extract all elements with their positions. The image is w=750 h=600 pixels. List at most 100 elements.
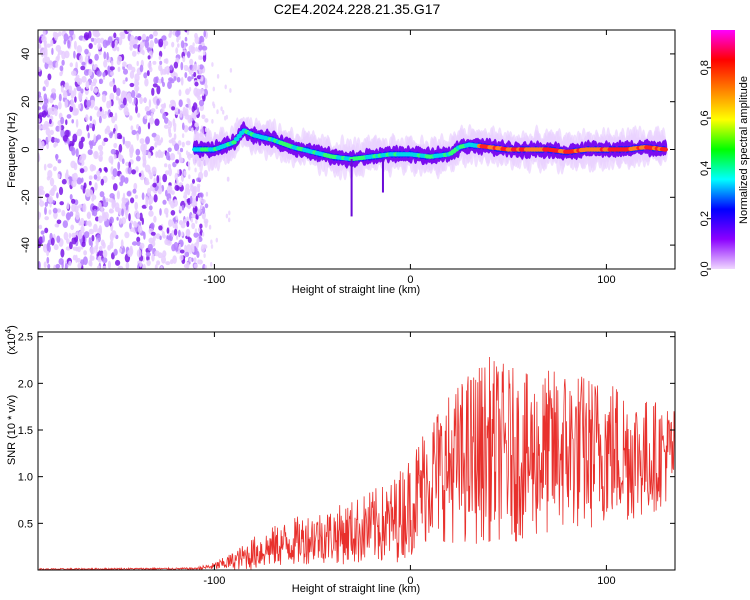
noise-blob — [141, 192, 145, 200]
noise-blob — [168, 167, 173, 177]
noise-blob — [118, 36, 123, 46]
noise-blob — [149, 117, 155, 125]
noise-blob — [44, 201, 48, 207]
noise-blob — [145, 198, 149, 208]
noise-blob — [187, 114, 193, 124]
noise-blob — [185, 140, 191, 146]
noise-blob — [164, 207, 169, 215]
noise-blob — [91, 99, 95, 108]
noise-blob — [45, 193, 50, 198]
noise-blob — [109, 66, 115, 71]
noise-blob — [116, 87, 121, 97]
noise-blob — [200, 75, 204, 82]
noise-blob — [177, 108, 181, 115]
noise-blob — [199, 80, 205, 85]
noise-blob — [86, 211, 92, 220]
noise-blob — [80, 184, 84, 190]
noise-blob — [44, 227, 49, 234]
noise-blob — [152, 60, 157, 65]
noise-blob — [96, 175, 101, 181]
noise-blob — [178, 243, 181, 249]
noise-blob — [129, 70, 135, 79]
noise-blob — [161, 35, 167, 41]
noise-blob — [81, 177, 84, 183]
noise-blob — [49, 177, 55, 187]
noise-blob — [127, 141, 131, 148]
noise-blob — [186, 261, 190, 269]
noise-blob — [93, 174, 98, 180]
noise-blob — [171, 230, 175, 237]
noise-blob — [109, 111, 114, 118]
noise-blob — [104, 167, 108, 173]
noise-blob — [102, 249, 108, 258]
noise-blob — [115, 259, 121, 266]
noise-blob — [162, 112, 167, 120]
noise-blob — [128, 213, 131, 222]
noise-blob — [69, 176, 72, 186]
noise-blob — [170, 79, 175, 84]
noise-blob — [80, 88, 84, 94]
noise-blob — [125, 202, 129, 211]
noise-blob — [188, 86, 192, 92]
noise-blob — [139, 44, 144, 54]
noise-blob — [59, 71, 63, 77]
noise-blob — [182, 55, 186, 63]
noise-blob — [111, 40, 115, 49]
noise-blob — [88, 68, 93, 77]
noise-blob — [47, 163, 53, 169]
noise-blob — [151, 108, 156, 113]
noise-blob — [112, 168, 118, 178]
noise-blob — [38, 185, 44, 191]
noise-blob — [197, 185, 201, 193]
noise-blob — [47, 73, 52, 81]
noise-blob — [57, 173, 61, 179]
noise-blob — [116, 190, 120, 200]
noise-blob — [186, 220, 190, 228]
noise-blob — [122, 158, 125, 165]
noise-blob — [102, 39, 108, 49]
noise-blob — [88, 180, 92, 186]
noise-blob — [76, 128, 83, 137]
noise-blob — [103, 59, 108, 68]
noise-blob — [102, 265, 107, 269]
noise-blob — [133, 39, 139, 45]
noise-blob — [152, 96, 158, 104]
noise-blob — [166, 227, 170, 234]
noise-blob — [198, 44, 203, 51]
noise-blob — [169, 64, 173, 71]
noise-blob — [60, 248, 65, 258]
noise-blob — [40, 230, 45, 235]
noise-blob — [107, 260, 111, 269]
spectrogram-x-tick-label: 100 — [597, 274, 615, 286]
noise-blob — [184, 244, 187, 253]
noise-blob — [61, 178, 67, 185]
noise-blob — [162, 199, 167, 205]
noise-blob — [134, 201, 138, 211]
noise-blob — [198, 99, 205, 107]
noise-blob — [71, 232, 77, 238]
noise-blob — [144, 180, 150, 186]
noise-blob — [50, 136, 56, 143]
noise-blob — [188, 155, 191, 161]
noise-blob — [189, 249, 192, 255]
noise-blob — [181, 133, 185, 139]
noise-blob — [203, 169, 208, 178]
noise-blob — [170, 190, 175, 195]
noise-blob — [122, 192, 126, 202]
noise-blob — [167, 81, 172, 90]
noise-blob — [88, 58, 93, 64]
noise-blob — [203, 253, 206, 258]
colorbar-tick-label: 0.0 — [699, 261, 711, 276]
noise-blob — [175, 159, 180, 164]
noise-blob — [224, 84, 227, 90]
noise-blob — [183, 65, 187, 70]
noise-blob — [123, 68, 128, 75]
snr-y-axis-title: SNR (10 * v/v) — [6, 395, 18, 465]
noise-blob — [194, 206, 198, 212]
noise-blob — [92, 30, 98, 37]
noise-blob — [90, 240, 93, 247]
noise-blob — [170, 210, 176, 216]
noise-blob — [109, 216, 114, 224]
noise-blob — [83, 250, 87, 256]
noise-blob — [195, 187, 199, 193]
